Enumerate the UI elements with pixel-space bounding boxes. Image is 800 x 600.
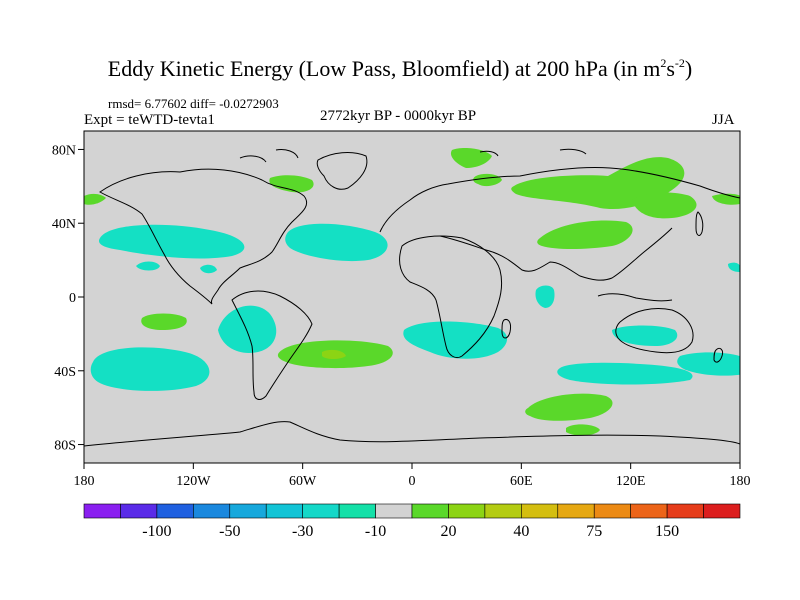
- lon-tick-label: 180: [730, 474, 751, 489]
- coastline-arctic-islands: [239, 148, 587, 163]
- lat-tick-label: 0: [69, 291, 76, 306]
- stats-text: rmsd= 6.77602 diff= -0.0272903: [108, 96, 279, 111]
- colorbar-label: 150: [655, 523, 679, 540]
- anomaly-region-s-indian: [557, 362, 693, 385]
- anomaly-region-n-atlantic: [285, 223, 388, 262]
- lon-tick-label: 120W: [176, 474, 211, 489]
- anomaly-fill-layer: [84, 148, 740, 436]
- colorbar-swatch: [83, 503, 121, 519]
- colorbar-label: -30: [292, 523, 313, 540]
- anomaly-region-n-america-north: [269, 175, 314, 193]
- coastline-new-zealand: [713, 347, 723, 363]
- colorbar-swatch: [703, 503, 741, 519]
- lat-tick-label: 40N: [52, 217, 76, 232]
- title-exponent-2: -2: [674, 56, 685, 70]
- plot-title: Eddy Kinetic Energy (Low Pass, Bloomfiel…: [0, 56, 800, 82]
- title-exponent-1: 2: [660, 56, 667, 70]
- title-close-paren: ): [684, 56, 693, 81]
- colorbar-label: -10: [365, 523, 386, 540]
- anomaly-region-australia-south: [612, 325, 678, 346]
- negative-anomaly-regions: [90, 223, 740, 391]
- lon-tick-label: 180: [74, 474, 95, 489]
- title-unit-s: s: [666, 56, 675, 81]
- anomaly-region-alaska: [84, 193, 106, 205]
- coastline-asia-south: [439, 227, 673, 281]
- anomaly-region-indian-ocean: [535, 285, 555, 308]
- colorbar-swatch: [521, 503, 559, 519]
- colorbar-swatch: [630, 503, 668, 519]
- coastline-antarctica: [83, 421, 741, 447]
- lon-tick-label: 60E: [510, 474, 533, 489]
- colorbar-swatch: [156, 503, 194, 519]
- colorbar-swatch: [302, 503, 340, 519]
- anomaly-region-central-america: [200, 264, 217, 274]
- coastline-japan: [695, 211, 704, 236]
- coastline-europe-asia: [379, 166, 741, 233]
- anomaly-region-n-pacific: [98, 224, 245, 259]
- colorbar-swatch: [593, 503, 631, 519]
- latitude-axis: 80N 40N 0 40S 80S: [52, 143, 84, 454]
- colorbar-swatch: [375, 503, 413, 519]
- coastline-greenland: [316, 152, 368, 190]
- colorbar-swatch: [411, 503, 449, 519]
- anomaly-region-n-pacific-small: [136, 261, 160, 271]
- anomaly-region-e-pacific-south: [141, 313, 187, 330]
- lon-tick-label: 60W: [289, 474, 317, 489]
- coastline-madagascar: [501, 319, 511, 339]
- lon-tick-label: 120E: [616, 474, 646, 489]
- colorbar-swatch: [448, 503, 486, 519]
- colorbar-swatch: [338, 503, 376, 519]
- anomaly-region-greenland-north: [450, 148, 492, 168]
- colorbar-label: 40: [513, 523, 529, 540]
- anomaly-region-southern-ocean-b: [566, 424, 600, 436]
- colorbar-label: -50: [219, 523, 240, 540]
- anomaly-region-s-atlantic: [403, 321, 508, 359]
- lat-tick-label: 40S: [54, 365, 76, 380]
- title-text: Eddy Kinetic Energy (Low Pass, Bloomfiel…: [107, 56, 661, 81]
- colorbar-label: 75: [586, 523, 602, 540]
- colorbar-swatch: [484, 503, 522, 519]
- colorbar-label: 20: [440, 523, 456, 540]
- anomaly-region-s-america-core: [322, 349, 346, 359]
- colorbar: -100 -50 -30 -10 20 40 75 150: [83, 503, 741, 540]
- colorbar-swatch: [120, 503, 158, 519]
- colorbar-swatch: [265, 503, 303, 519]
- period-label: 2772kyr BP - 0000kyr BP: [320, 108, 477, 124]
- coastline-north-america: [99, 168, 308, 305]
- anomaly-region-central-asia: [537, 220, 633, 249]
- lat-tick-label: 80S: [54, 439, 76, 454]
- lat-tick-label: 80N: [52, 143, 76, 158]
- anomaly-region-s-pacific-east: [677, 352, 740, 376]
- colorbar-swatch: [557, 503, 595, 519]
- experiment-label: Expt = teWTD-tevta1: [84, 112, 215, 128]
- colorbar-swatch: [229, 503, 267, 519]
- anomaly-region-e-asia: [632, 192, 697, 219]
- coastline-australia: [615, 308, 694, 354]
- coastline-africa: [399, 235, 503, 359]
- longitude-axis: 180 120W 60W 0 60E 120E 180: [74, 463, 751, 489]
- coastline-south-america: [231, 290, 313, 400]
- coastlines: [83, 148, 741, 447]
- season-label: JJA: [712, 112, 735, 128]
- colorbar-swatch: [666, 503, 704, 519]
- colorbar-label: -100: [142, 523, 171, 540]
- coastline-indonesia: [597, 293, 673, 302]
- anomaly-region-w-pacific: [728, 262, 740, 272]
- lon-tick-label: 0: [409, 474, 416, 489]
- anomaly-region-southern-ocean-a: [525, 393, 613, 421]
- anomaly-region-s-pacific-a: [90, 347, 210, 391]
- colorbar-swatch: [193, 503, 231, 519]
- anomaly-region-s-pacific-b: [218, 305, 277, 354]
